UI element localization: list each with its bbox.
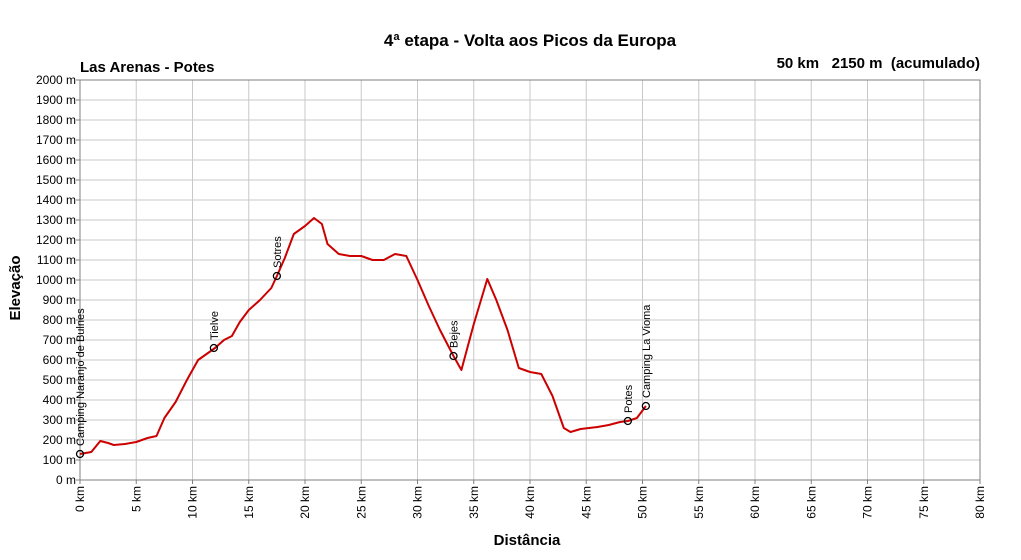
x-tick-label: 60 km <box>748 486 762 519</box>
x-tick-label: 50 km <box>636 486 650 519</box>
x-tick-label: 0 km <box>73 486 87 512</box>
x-tick-label: 35 km <box>467 486 481 519</box>
x-axis-label: Distância <box>494 532 561 549</box>
x-tick-label: 30 km <box>411 486 425 519</box>
x-tick-label: 15 km <box>242 486 256 519</box>
waypoint-marker <box>272 271 282 281</box>
x-tick-label: 5 km <box>129 486 143 512</box>
y-tick-label: 1200 m <box>36 233 76 247</box>
x-tick-label: 75 km <box>917 486 931 519</box>
x-tick-label: 55 km <box>692 486 706 519</box>
y-tick-label: 200 m <box>43 433 76 447</box>
y-tick-label: 800 m <box>43 313 76 327</box>
waypoint-marker <box>209 343 219 353</box>
y-tick-label: 600 m <box>43 353 76 367</box>
waypoint-label: Sotres <box>272 236 284 268</box>
y-tick-label: 100 m <box>43 453 76 467</box>
y-tick-label: 1700 m <box>36 133 76 147</box>
y-tick-label: 500 m <box>43 373 76 387</box>
waypoint-label: Potes <box>623 384 635 413</box>
x-tick-label: 70 km <box>861 486 875 519</box>
y-axis-label: Elevação <box>7 255 24 320</box>
x-tick-label: 40 km <box>523 486 537 519</box>
y-tick-label: 2000 m <box>36 73 76 87</box>
x-tick-label: 65 km <box>804 486 818 519</box>
x-axis: 0 km 5 km 10 km 15 km 20 km 25 km 30 km 35 km 40… <box>73 480 987 519</box>
y-tick-label: 1800 m <box>36 113 76 127</box>
route-summary: 50 km 2150 m (acumulado) <box>777 55 980 72</box>
y-tick-label: 400 m <box>43 393 76 407</box>
x-tick-label: 80 km <box>973 486 987 519</box>
route-name: Las Arenas - Potes <box>80 59 215 76</box>
waypoint-label: Camping Naranjo de Bulnes <box>75 308 87 446</box>
x-tick-label: 25 km <box>354 486 368 519</box>
y-tick-label: 700 m <box>43 333 76 347</box>
grid <box>79 79 981 481</box>
y-tick-label: 1500 m <box>36 173 76 187</box>
x-tick-label: 20 km <box>298 486 312 519</box>
y-tick-label: 1300 m <box>36 213 76 227</box>
waypoint-marker <box>75 449 85 459</box>
x-tick-label: 10 km <box>186 486 200 519</box>
x-tick-label: 45 km <box>579 486 593 519</box>
waypoint-marker <box>449 351 458 361</box>
y-tick-label: 1900 m <box>36 93 76 107</box>
chart-title: 4ª etapa - Volta aos Picos da Europa <box>384 31 677 50</box>
elevation-profile-line <box>79 217 647 455</box>
y-tick-label: 1100 m <box>37 253 76 267</box>
waypoints: Camping Naranjo de Bulnes Tielve Sotres Bej… <box>75 236 653 459</box>
y-tick-label: 1600 m <box>36 153 76 167</box>
y-tick-label: 300 m <box>43 413 76 427</box>
y-tick-label: 1000 m <box>36 273 76 287</box>
y-tick-label: 900 m <box>43 293 76 307</box>
waypoint-marker <box>623 416 633 426</box>
waypoint-marker <box>641 401 651 411</box>
waypoint-label: Tielve <box>209 311 221 340</box>
y-axis: 0 m 100 m 200 m 300 m 400 m 500 m 600 m 700 m 80… <box>36 73 80 487</box>
waypoint-label: Camping La Vioma <box>641 304 653 398</box>
y-tick-label: 1400 m <box>36 193 76 207</box>
waypoint-label: Bejes <box>449 320 461 348</box>
plot-area <box>79 79 981 481</box>
y-tick-label: 0 m <box>56 473 76 487</box>
